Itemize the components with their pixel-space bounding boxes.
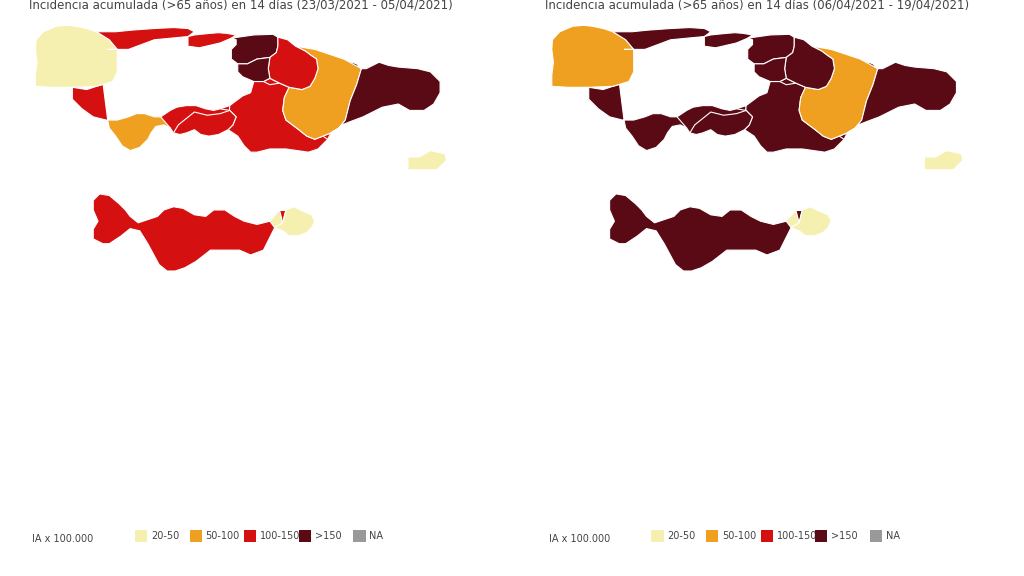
Polygon shape bbox=[855, 59, 956, 128]
Polygon shape bbox=[270, 117, 364, 228]
Polygon shape bbox=[238, 58, 270, 82]
FancyBboxPatch shape bbox=[815, 530, 827, 543]
FancyBboxPatch shape bbox=[244, 530, 256, 543]
Polygon shape bbox=[231, 35, 278, 64]
Polygon shape bbox=[748, 35, 795, 64]
Polygon shape bbox=[786, 117, 880, 228]
Polygon shape bbox=[925, 150, 963, 170]
Polygon shape bbox=[267, 535, 274, 543]
FancyBboxPatch shape bbox=[761, 530, 773, 543]
Polygon shape bbox=[93, 194, 286, 271]
Polygon shape bbox=[283, 46, 361, 139]
Polygon shape bbox=[268, 37, 318, 89]
Polygon shape bbox=[73, 32, 331, 152]
Text: >150: >150 bbox=[831, 531, 858, 541]
Text: 20-50: 20-50 bbox=[152, 531, 179, 541]
Polygon shape bbox=[188, 33, 237, 48]
Text: >150: >150 bbox=[314, 531, 341, 541]
Text: 100-150: 100-150 bbox=[260, 531, 301, 541]
FancyBboxPatch shape bbox=[706, 530, 718, 543]
Polygon shape bbox=[173, 111, 237, 136]
Polygon shape bbox=[799, 46, 878, 139]
Polygon shape bbox=[108, 113, 170, 150]
FancyBboxPatch shape bbox=[135, 530, 147, 543]
Polygon shape bbox=[96, 28, 195, 50]
Polygon shape bbox=[677, 82, 844, 152]
FancyBboxPatch shape bbox=[189, 530, 202, 543]
Text: 50-100: 50-100 bbox=[722, 531, 757, 541]
Polygon shape bbox=[406, 494, 419, 504]
Text: 100-150: 100-150 bbox=[776, 531, 817, 541]
Polygon shape bbox=[792, 207, 831, 236]
Polygon shape bbox=[300, 525, 321, 543]
Text: NA: NA bbox=[886, 531, 900, 541]
Text: 20-50: 20-50 bbox=[668, 531, 695, 541]
FancyBboxPatch shape bbox=[869, 530, 882, 543]
Text: Incidencia acumulada (>65 años) en 14 días (06/04/2021 - 19/04/2021): Incidencia acumulada (>65 años) en 14 dí… bbox=[546, 0, 970, 12]
Polygon shape bbox=[784, 37, 835, 89]
Polygon shape bbox=[275, 507, 282, 520]
Polygon shape bbox=[612, 28, 711, 50]
Polygon shape bbox=[754, 58, 786, 82]
Text: Incidencia acumulada (>65 años) en 14 días (23/03/2021 - 05/04/2021): Incidencia acumulada (>65 años) en 14 dí… bbox=[29, 0, 453, 12]
FancyBboxPatch shape bbox=[299, 530, 311, 543]
Text: IA x 100.000: IA x 100.000 bbox=[549, 533, 610, 544]
Polygon shape bbox=[624, 113, 687, 150]
FancyBboxPatch shape bbox=[353, 530, 366, 543]
Text: NA: NA bbox=[370, 531, 383, 541]
Polygon shape bbox=[609, 194, 802, 271]
Polygon shape bbox=[408, 150, 446, 170]
Text: 50-100: 50-100 bbox=[206, 531, 240, 541]
Text: IA x 100.000: IA x 100.000 bbox=[32, 533, 93, 544]
Polygon shape bbox=[552, 25, 634, 88]
Polygon shape bbox=[690, 111, 753, 136]
Polygon shape bbox=[161, 82, 328, 152]
Polygon shape bbox=[274, 207, 314, 236]
Polygon shape bbox=[345, 529, 357, 539]
Polygon shape bbox=[339, 59, 440, 128]
Polygon shape bbox=[306, 523, 323, 531]
FancyBboxPatch shape bbox=[651, 530, 664, 543]
Polygon shape bbox=[397, 507, 409, 520]
Polygon shape bbox=[36, 25, 118, 88]
Polygon shape bbox=[589, 32, 847, 152]
Polygon shape bbox=[705, 33, 753, 48]
